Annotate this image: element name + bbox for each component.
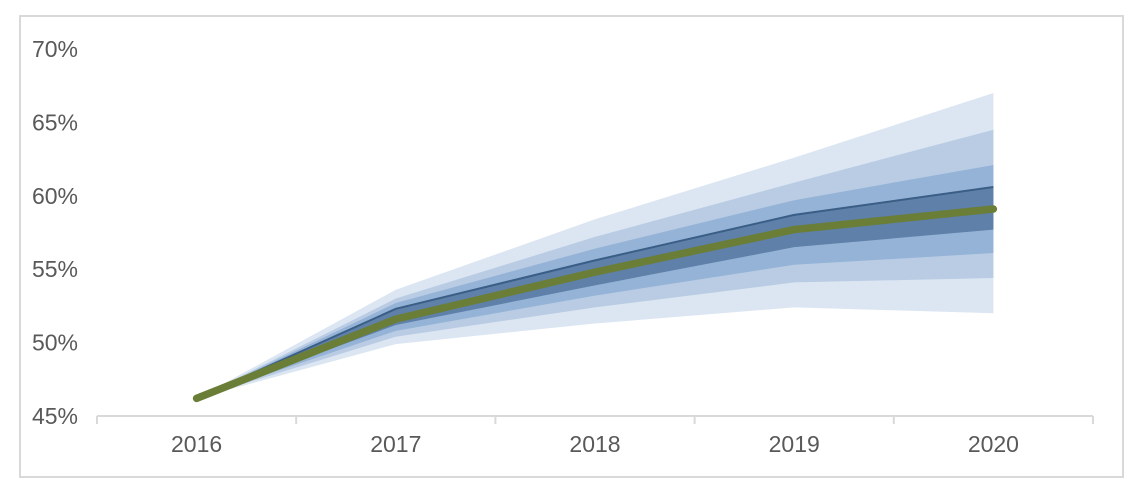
x-axis-tick-label: 2017 <box>370 431 421 457</box>
x-axis-tick-label: 2020 <box>968 431 1019 457</box>
y-axis-tick-label: 50% <box>32 330 78 356</box>
inner-band-edge-line <box>196 186 994 400</box>
x-axis-tick-label: 2016 <box>171 431 222 457</box>
y-axis-tick-label: 65% <box>32 109 78 135</box>
y-axis-tick-label: 60% <box>32 183 78 209</box>
y-axis-tick-label: 55% <box>32 256 78 282</box>
x-axis-tick-label: 2018 <box>569 431 620 457</box>
central-projection-line <box>192 205 998 403</box>
y-axis-tick-label: 70% <box>32 36 78 62</box>
fan-band-inner-band <box>196 186 994 399</box>
y-axis-tick-label: 45% <box>32 403 78 429</box>
x-axis-tick-label: 2019 <box>769 431 820 457</box>
